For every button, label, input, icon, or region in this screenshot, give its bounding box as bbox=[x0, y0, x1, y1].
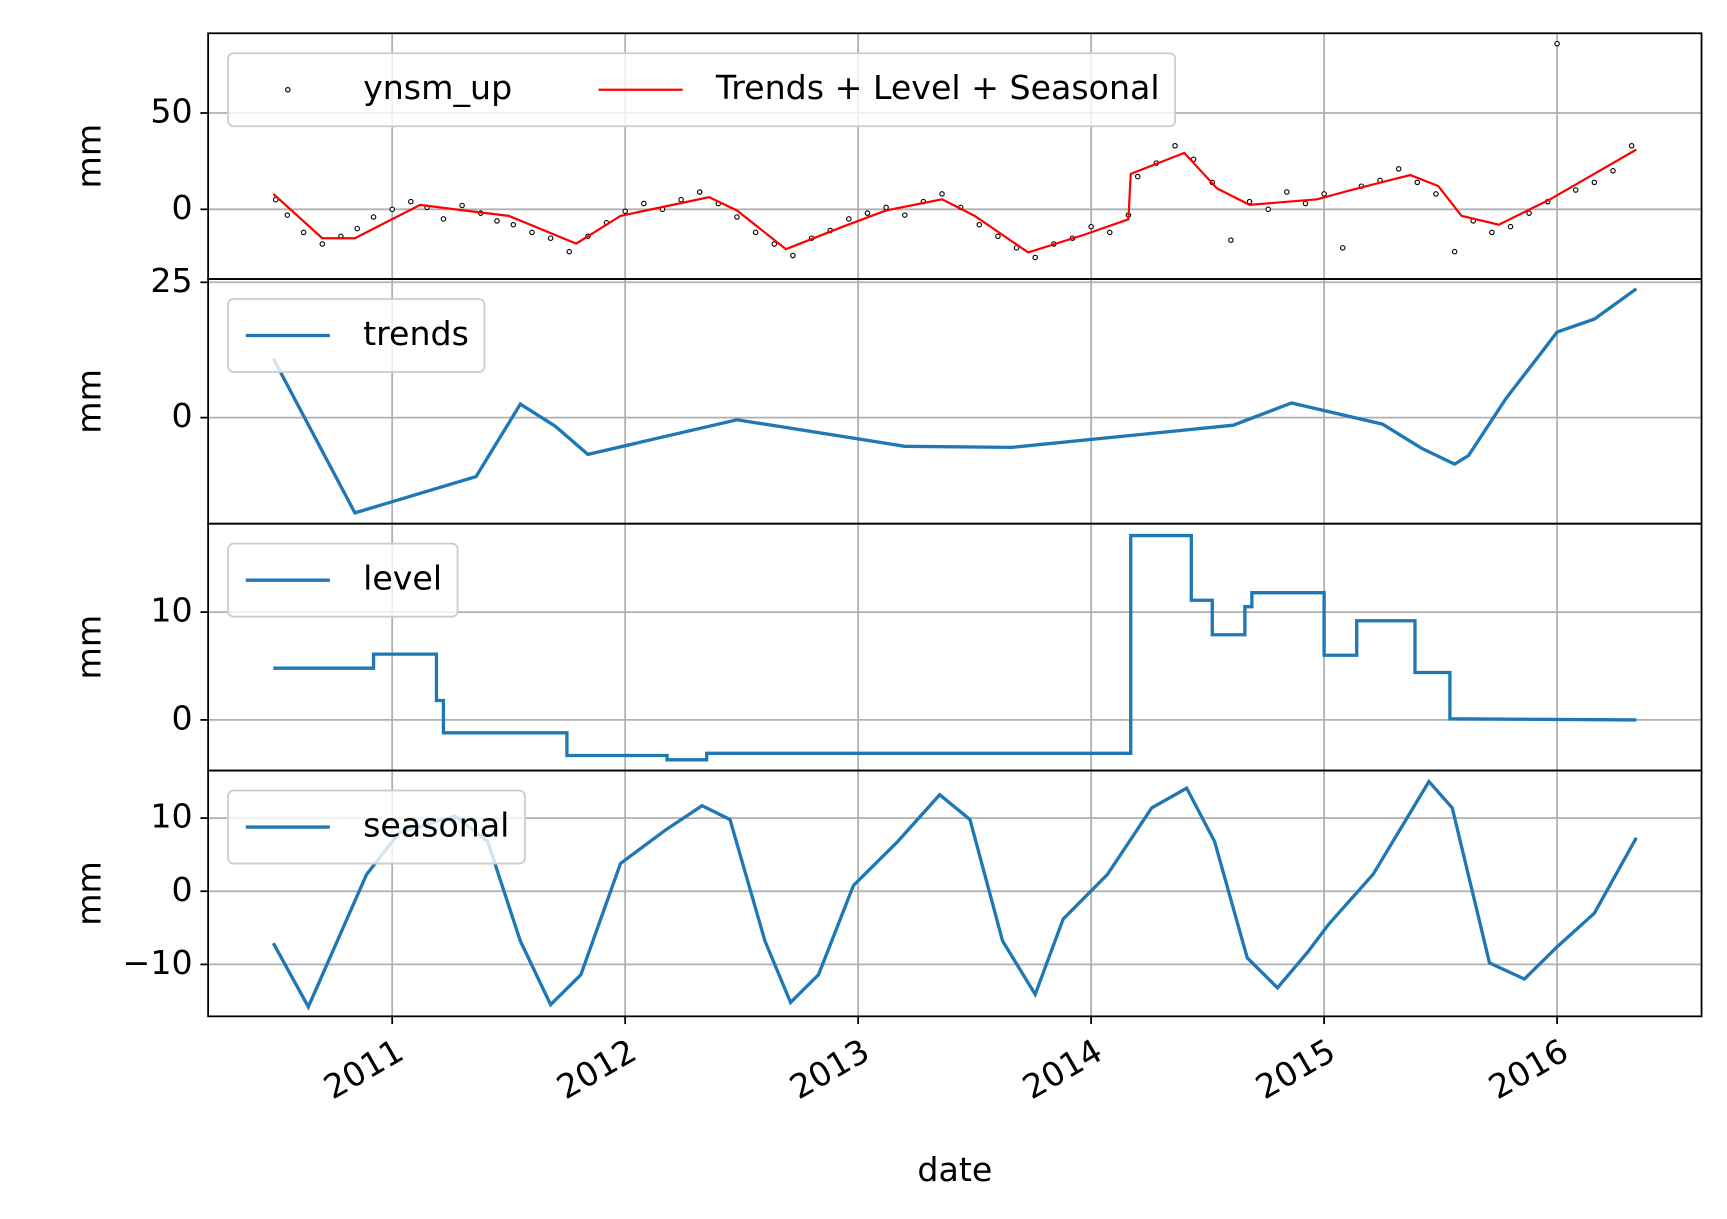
data-point bbox=[1395, 166, 1402, 172]
y-tick-label: 0 bbox=[172, 698, 193, 737]
data-point bbox=[1451, 248, 1458, 255]
data-line bbox=[271, 778, 1638, 1011]
data-point bbox=[696, 189, 703, 195]
data-point bbox=[883, 204, 889, 211]
data-point bbox=[319, 241, 326, 247]
data-point bbox=[1265, 206, 1271, 213]
x-tick-label: 2015 bbox=[1249, 1031, 1342, 1107]
y-axis-label: mm bbox=[69, 861, 108, 926]
data-point bbox=[790, 252, 796, 259]
data-point bbox=[752, 229, 759, 236]
data-line bbox=[272, 148, 1637, 254]
data-point bbox=[1507, 223, 1514, 230]
legend: trends bbox=[227, 298, 486, 373]
x-tick-label: 2013 bbox=[783, 1031, 876, 1107]
legend-label: ynsm_up bbox=[363, 68, 512, 107]
data-point bbox=[566, 248, 573, 255]
x-tick-label: 2014 bbox=[1016, 1031, 1109, 1107]
data-point bbox=[1628, 142, 1635, 149]
legend: seasonal bbox=[227, 789, 526, 865]
data-point bbox=[408, 198, 414, 205]
legend-label: trends bbox=[363, 314, 469, 353]
data-point bbox=[354, 225, 361, 232]
data-point bbox=[1339, 245, 1346, 251]
x-tick-label: 2011 bbox=[317, 1031, 410, 1107]
y-tick-label: 50 bbox=[150, 92, 192, 131]
data-line bbox=[273, 533, 1637, 762]
x-tick-label: 2016 bbox=[1482, 1031, 1575, 1107]
y-axis-label: mm bbox=[69, 615, 108, 680]
data-point bbox=[284, 212, 291, 218]
legend-label: seasonal bbox=[363, 806, 509, 845]
legend: ynsm_up Trends + Level + Seasonal bbox=[227, 52, 1177, 128]
y-tick-label: 25 bbox=[150, 261, 192, 300]
data-point bbox=[976, 221, 983, 228]
data-point bbox=[547, 235, 554, 241]
data-point bbox=[459, 202, 465, 209]
data-point bbox=[846, 216, 852, 222]
data-point bbox=[1591, 179, 1598, 186]
legend-box bbox=[227, 298, 486, 373]
y-tick-label: 10 bbox=[150, 591, 192, 630]
x-tick-label: 2012 bbox=[550, 1031, 643, 1107]
data-point bbox=[370, 214, 377, 220]
data-point bbox=[1106, 229, 1113, 236]
legend-box bbox=[227, 542, 459, 618]
data-point bbox=[1526, 210, 1532, 216]
data-point bbox=[939, 191, 945, 197]
data-point bbox=[1172, 142, 1178, 149]
axes-frame bbox=[207, 769, 1703, 1018]
legend-box bbox=[227, 52, 1177, 128]
data-point bbox=[995, 233, 1001, 240]
data-point bbox=[1134, 173, 1141, 180]
y-axis-label: mm bbox=[69, 124, 108, 189]
y-tick-label: 0 bbox=[172, 188, 193, 227]
x-axis-label: date bbox=[917, 1150, 992, 1189]
data-point bbox=[1302, 200, 1309, 207]
data-point bbox=[1032, 254, 1038, 261]
plot-area bbox=[273, 533, 1637, 762]
data-point bbox=[1321, 191, 1327, 197]
y-tick-label: 0 bbox=[172, 396, 193, 435]
data-point bbox=[529, 229, 535, 236]
data-point bbox=[901, 212, 908, 218]
plot-area bbox=[272, 40, 1637, 261]
data-point bbox=[1433, 191, 1439, 197]
y-axis-label: mm bbox=[69, 369, 108, 434]
legend-marker bbox=[285, 86, 291, 93]
data-point bbox=[1489, 229, 1495, 236]
legend: level bbox=[227, 542, 459, 618]
data-point bbox=[1228, 237, 1234, 243]
data-point bbox=[1610, 168, 1616, 174]
data-point bbox=[641, 200, 647, 207]
plot-area bbox=[271, 778, 1638, 1011]
data-line bbox=[271, 287, 1638, 515]
data-point bbox=[1088, 223, 1094, 230]
data-point bbox=[1572, 187, 1579, 193]
data-point bbox=[864, 210, 871, 216]
data-point bbox=[622, 208, 628, 215]
legend-label: Trends + Level + Seasonal bbox=[715, 68, 1160, 107]
legend-label: level bbox=[363, 559, 442, 598]
legend-box bbox=[227, 789, 526, 865]
y-tick-label: 0 bbox=[172, 870, 193, 909]
data-point bbox=[734, 214, 740, 220]
data-point bbox=[678, 196, 684, 203]
plot-area bbox=[271, 287, 1638, 515]
y-tick-label: 10 bbox=[150, 797, 192, 836]
data-point bbox=[771, 241, 778, 247]
data-point bbox=[1414, 179, 1421, 186]
data-point bbox=[300, 229, 307, 236]
data-point bbox=[510, 221, 517, 228]
y-tick-label: −10 bbox=[123, 943, 193, 982]
data-point bbox=[389, 206, 395, 213]
data-point bbox=[440, 216, 447, 222]
data-point bbox=[494, 218, 500, 224]
data-point bbox=[1554, 40, 1560, 47]
data-point bbox=[1284, 189, 1290, 195]
